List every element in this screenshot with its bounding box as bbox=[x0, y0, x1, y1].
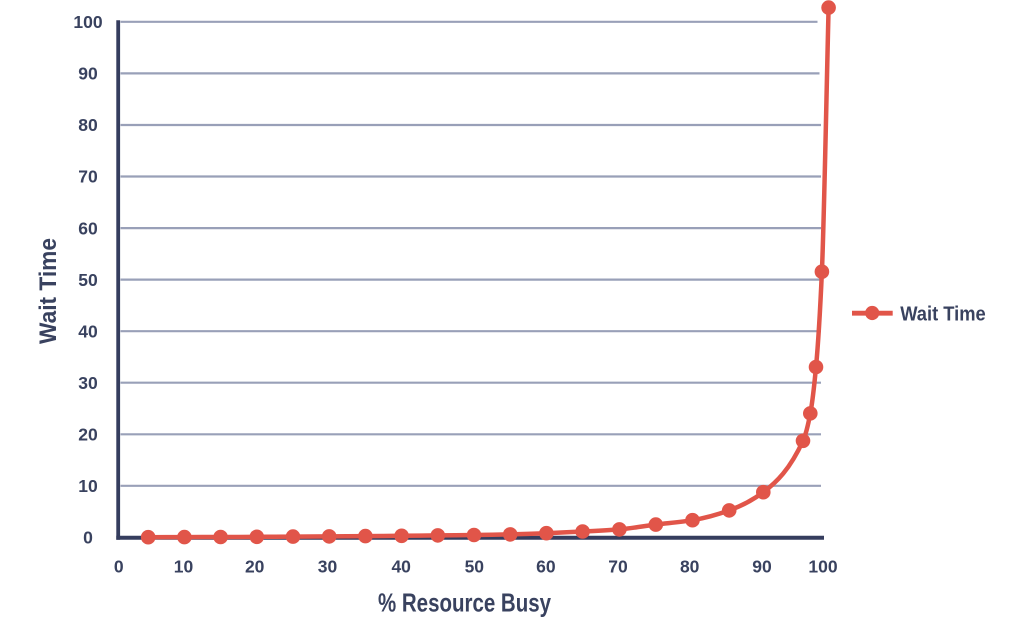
svg-text:50: 50 bbox=[78, 270, 98, 290]
svg-text:40: 40 bbox=[391, 556, 411, 576]
svg-text:30: 30 bbox=[78, 373, 98, 393]
svg-text:70: 70 bbox=[608, 556, 628, 576]
svg-text:10: 10 bbox=[78, 476, 98, 496]
svg-text:% Resource Busy: % Resource Busy bbox=[378, 588, 551, 618]
svg-text:60: 60 bbox=[536, 556, 556, 576]
svg-text:60: 60 bbox=[78, 218, 98, 238]
svg-text:100: 100 bbox=[808, 556, 837, 576]
svg-text:80: 80 bbox=[78, 115, 98, 135]
svg-text:80: 80 bbox=[680, 556, 700, 576]
svg-text:Wait Time: Wait Time bbox=[35, 238, 62, 344]
svg-text:20: 20 bbox=[245, 556, 265, 576]
svg-text:20: 20 bbox=[78, 425, 98, 445]
svg-text:0: 0 bbox=[83, 528, 93, 548]
svg-text:0: 0 bbox=[114, 556, 124, 576]
svg-text:40: 40 bbox=[78, 321, 98, 341]
svg-text:100: 100 bbox=[73, 12, 102, 32]
svg-text:90: 90 bbox=[78, 64, 98, 84]
svg-text:10: 10 bbox=[174, 556, 194, 576]
svg-text:90: 90 bbox=[752, 556, 772, 576]
svg-text:70: 70 bbox=[78, 167, 98, 187]
svg-text:Wait Time: Wait Time bbox=[900, 302, 986, 325]
svg-text:50: 50 bbox=[465, 556, 485, 576]
svg-text:30: 30 bbox=[318, 556, 338, 576]
